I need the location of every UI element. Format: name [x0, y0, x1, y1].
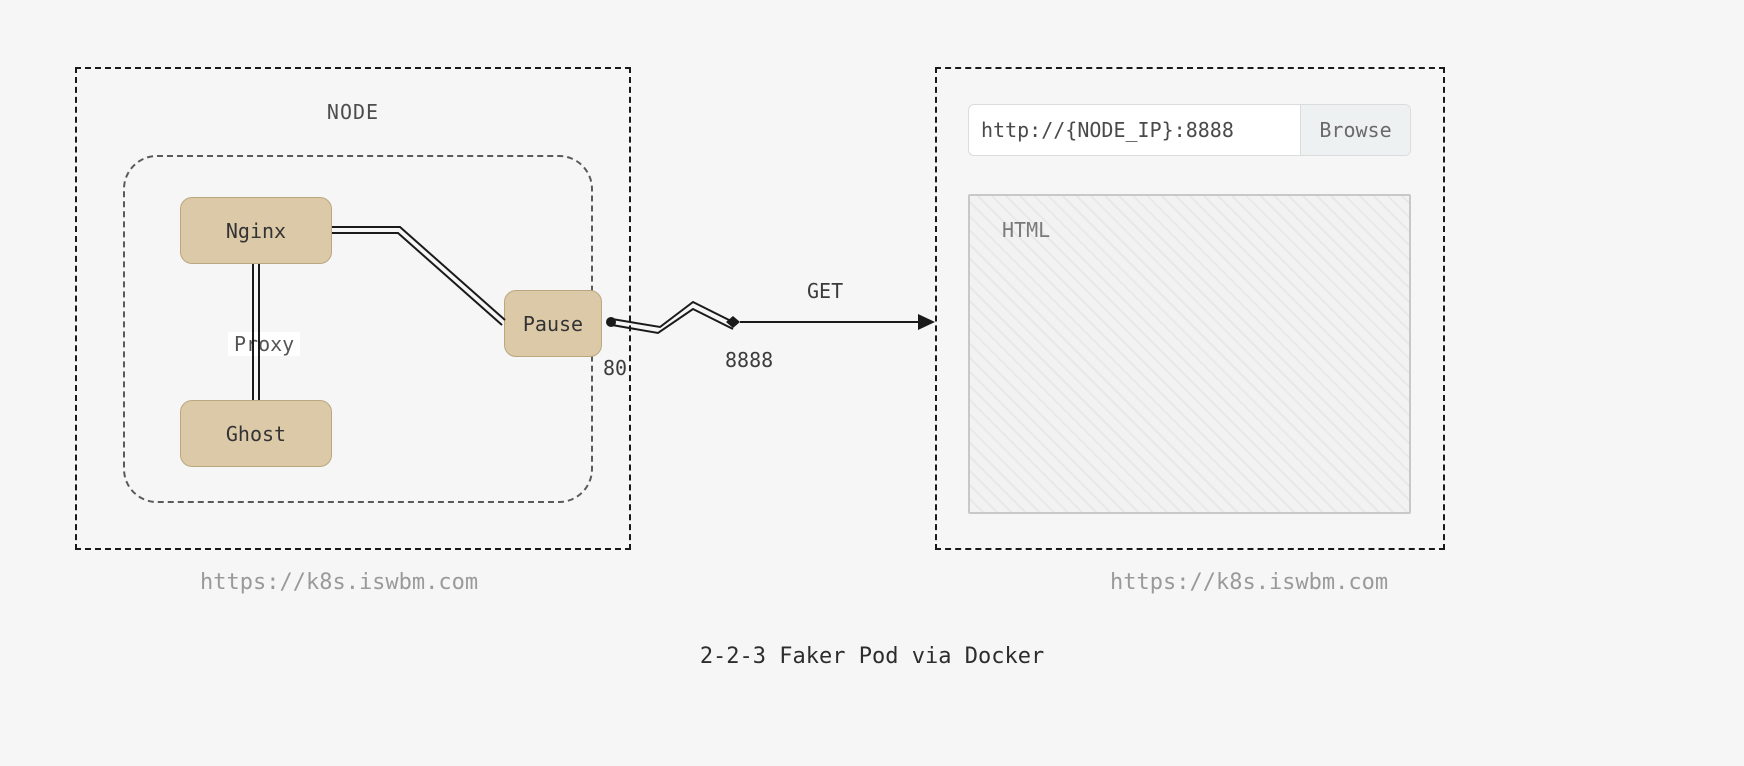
figure-caption: 2-2-3 Faker Pod via Docker	[0, 644, 1744, 669]
connector-get-arrow	[740, 314, 935, 330]
html-panel-label: HTML	[1002, 218, 1050, 242]
proxy-label: Proxy	[228, 332, 300, 356]
arrowhead-icon	[918, 314, 935, 330]
url-input[interactable]	[969, 105, 1300, 155]
container-nginx: Nginx	[180, 197, 332, 264]
container-pause: Pause	[504, 290, 602, 357]
container-nginx-label: Nginx	[226, 219, 286, 243]
port-8888-rhombus	[726, 316, 740, 328]
port-8888-label: 8888	[725, 348, 773, 372]
get-label: GET	[807, 279, 843, 303]
browse-button[interactable]: Browse	[1300, 105, 1410, 155]
container-pause-label: Pause	[523, 312, 583, 336]
container-ghost: Ghost	[180, 400, 332, 467]
html-panel	[968, 194, 1411, 514]
node-title: NODE	[75, 100, 631, 124]
port-80-label: 80	[603, 356, 627, 380]
watermark-right: https://k8s.iswbm.com	[1110, 570, 1388, 595]
address-bar: Browse	[968, 104, 1411, 156]
diagram-stage: NODE Nginx Ghost Pause Proxy 80 8888 GET…	[0, 0, 1744, 766]
container-ghost-label: Ghost	[226, 422, 286, 446]
watermark-left: https://k8s.iswbm.com	[200, 570, 478, 595]
